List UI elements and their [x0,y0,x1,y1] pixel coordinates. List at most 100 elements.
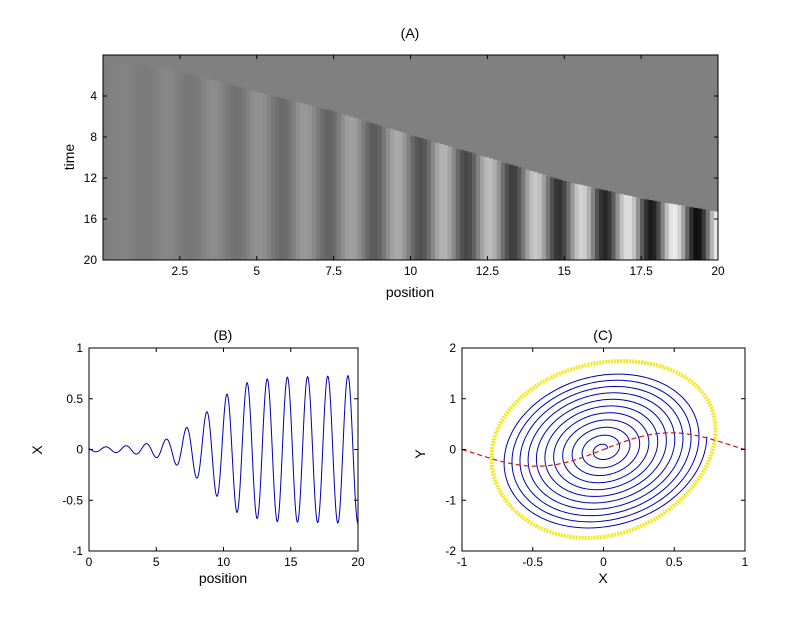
heatmap-cell [590,187,596,260]
panel-b-ytick-label: 0.5 [66,392,83,406]
nullcline-line [462,432,745,467]
heatmap-cell [664,202,670,260]
heatmap-cell [631,196,637,260]
heatmap-cell [615,193,621,260]
heatmap-cell [213,80,219,260]
heatmap-cell [586,186,592,260]
heatmap-cell [357,119,362,260]
heatmap-cell [226,84,231,260]
heatmap-cell [242,88,248,260]
panel-a-xtick-label: 10 [404,264,418,278]
heatmap-cell [689,207,694,260]
heatmap-cell [672,204,678,260]
heatmap-cell [180,72,186,260]
heatmap-cell [127,65,133,260]
heatmap-cell [713,211,718,260]
heatmap-cell [176,71,182,260]
heatmap-cell [135,65,141,260]
panel-b: (B) 0 5 10 15 20 1 0.5 0 -0.5 -1 position X [29,327,365,586]
heatmap-cell [422,139,428,260]
heatmap-cell [627,195,633,260]
heatmap-cell [636,197,641,260]
heatmap-cell [353,117,358,260]
heatmap-cell [566,182,571,260]
heatmap-cell [103,65,108,260]
panel-c-xtick-label: 1 [742,555,749,569]
heatmap-cell [508,164,514,260]
heatmap-cell [172,70,178,260]
heatmap-cell [521,168,526,260]
heatmap-cell [131,65,137,260]
heatmap-cell [414,136,420,260]
heatmap-cell [435,142,440,260]
heatmap-cell [595,188,600,260]
heatmap-cell [701,209,707,260]
heatmap-cell [582,185,588,260]
heatmap-cell [299,103,305,260]
panel-b-xtick-label: 10 [217,555,231,569]
heatmap-cell [123,65,129,260]
panel-c-ytick-label: -2 [445,544,456,558]
limit-cycle-line [489,359,718,540]
panel-a-ytick-label: 8 [90,130,97,144]
panel-c-xtick-label: 0 [600,555,607,569]
heatmap-cell [607,191,612,260]
heatmap-cell [156,67,161,260]
heatmap-cell [525,169,530,260]
heatmap-cell [488,158,494,260]
heatmap-cell [558,179,563,260]
heatmap-cell [603,190,608,260]
heatmap-cell [545,176,551,260]
panel-b-xtick-label: 15 [284,555,298,569]
heatmap-cell [709,210,715,260]
heatmap-cell [258,92,264,260]
heatmap-cell [533,172,539,260]
heatmap-cell [262,93,268,260]
heatmap-cell [115,65,120,260]
heatmap-cell [332,111,338,260]
heatmap-cell [480,155,485,260]
heatmap-cell [517,167,522,260]
heatmap-cell [439,143,444,260]
heatmap-cell [443,145,448,260]
panel-c-ytick-label: -1 [445,493,456,507]
heatmap-cell [447,146,453,260]
panel-a-ytick-label: 4 [90,89,97,103]
heatmap-cell [394,130,399,260]
heatmap-cell [303,104,309,260]
heatmap-cell [668,203,674,260]
heatmap-cell [648,200,653,260]
panel-c-title: (C) [593,327,612,343]
panel-c-ytick-label: 0 [449,443,456,457]
heatmap-cell [402,133,407,260]
panel-c-xtick-label: 0.5 [666,555,683,569]
heatmap-cell [377,125,383,260]
panel-a-ticks: 2.5 5 7.5 10 12.5 15 17.5 20 4 8 12 16 20 [84,55,725,278]
panel-a-xtick-label: 7.5 [325,264,342,278]
heatmap-cell [644,199,649,260]
heatmap-cell [340,114,346,260]
heatmap-cell [312,106,317,260]
heatmap-cell [385,128,391,260]
heatmap-cell [406,134,412,260]
panel-a-heatmap [103,55,718,260]
heatmap-cell [459,149,465,260]
panel-c-ylabel: Y [412,449,428,459]
panel-a-xlabel: position [386,284,434,300]
heatmap-cell [504,163,510,260]
heatmap-cell [308,105,313,260]
heatmap-cell [185,73,190,260]
heatmap-cell [250,90,256,260]
heatmap-cell [611,192,617,260]
heatmap-cell [418,137,424,260]
panel-b-ytick-label: -0.5 [62,493,83,507]
panel-b-xtick-label: 5 [153,555,160,569]
heatmap-cell [168,70,174,260]
panel-a: (A) 2.5 5 7.5 10 12.5 15 17.5 20 4 8 12 16 20 positi… [61,25,725,300]
heatmap-cell [455,148,461,260]
panel-b-frame [88,347,359,552]
heatmap-cell [111,65,116,260]
panel-b-xlabel: position [199,570,247,586]
